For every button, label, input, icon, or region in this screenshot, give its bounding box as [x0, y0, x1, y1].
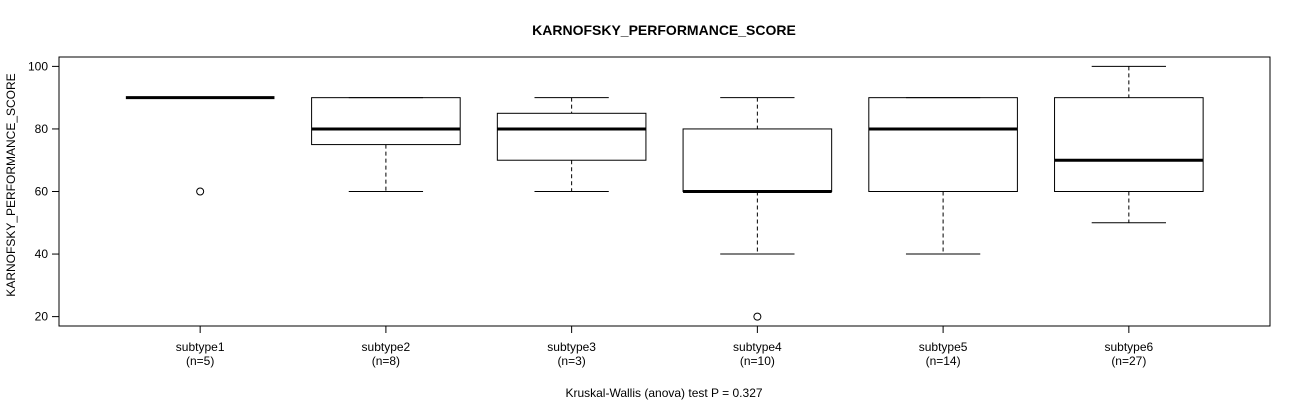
y-axis-label: KARNOFSKY_PERFORMANCE_SCORE [4, 73, 18, 296]
x-tick-count-label: (n=8) [372, 354, 400, 368]
x-axis-label: Kruskal-Wallis (anova) test P = 0.327 [565, 386, 762, 400]
x-tick-count-label: (n=3) [557, 354, 585, 368]
iqr-box [868, 97, 1018, 192]
x-tick-label: subtype1 [176, 340, 225, 354]
y-tick-label: 20 [35, 310, 49, 324]
x-tick-label: subtype3 [547, 340, 596, 354]
x-tick-count-label: (n=27) [1111, 354, 1146, 368]
x-tick-count-label: (n=10) [740, 354, 775, 368]
x-tick-count-label: (n=5) [186, 354, 214, 368]
y-tick-label: 100 [28, 59, 48, 73]
y-axis: 20 40 60 80 100 [28, 59, 60, 324]
box-group-subtype3 [496, 97, 647, 192]
x-tick-count-label: (n=14) [926, 354, 961, 368]
iqr-box [496, 112, 647, 161]
iqr-box [311, 97, 461, 146]
box-group-subtype4 [682, 97, 833, 321]
boxes-layer [125, 65, 1204, 321]
iqr-box [1054, 97, 1204, 192]
box-group-subtype6 [1054, 65, 1204, 224]
x-tick-label: subtype5 [919, 340, 968, 354]
x-tick-label: subtype4 [733, 340, 782, 354]
x-tick-label: subtype2 [362, 340, 411, 354]
outlier-point [196, 187, 205, 196]
box-group-subtype1 [125, 96, 275, 196]
y-tick-label: 60 [35, 185, 49, 199]
box-group-subtype5 [868, 97, 1018, 255]
x-tick-label: subtype6 [1104, 340, 1153, 354]
box-group-subtype2 [311, 97, 461, 192]
outlier-point [753, 312, 762, 321]
iqr-box [682, 128, 833, 193]
x-axis: subtype1(n=5) subtype2(n=8) subtype3(n=3) s… [176, 326, 1154, 368]
y-tick-label: 40 [35, 247, 49, 261]
y-tick-label: 80 [35, 122, 49, 136]
chart-title: KARNOFSKY_PERFORMANCE_SCORE [532, 22, 796, 38]
